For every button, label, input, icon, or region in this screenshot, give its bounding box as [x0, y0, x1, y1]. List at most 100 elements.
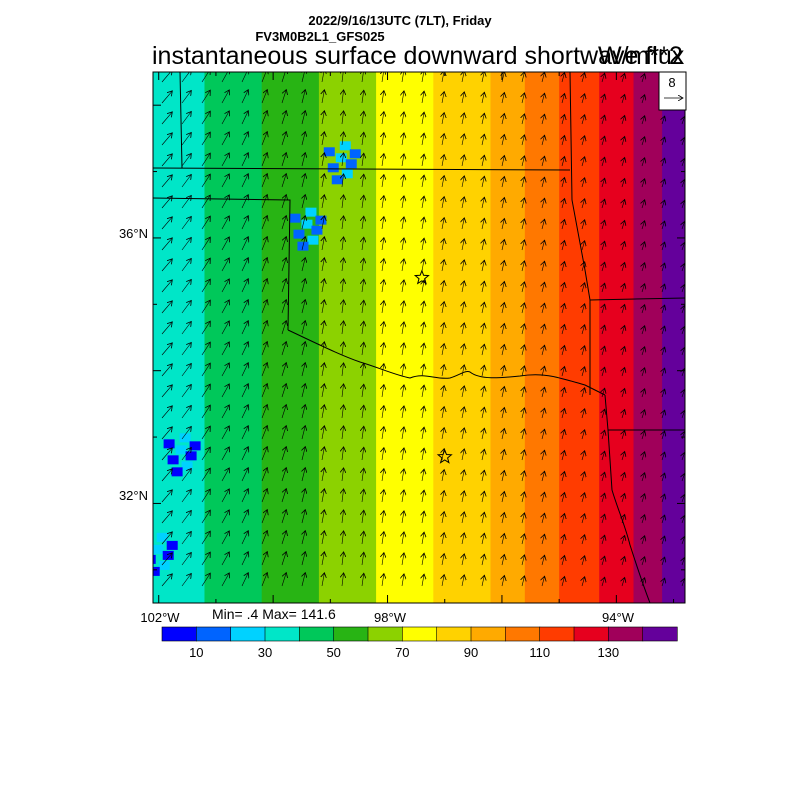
cluster-1-cell-1	[162, 550, 174, 560]
wind-vector-536	[582, 304, 585, 314]
wind-vector-286	[382, 301, 384, 314]
state-boundaries	[153, 72, 685, 603]
wind-vector-601	[642, 95, 645, 104]
wind-vector-627	[662, 116, 665, 125]
wind-vector-307	[402, 217, 404, 230]
field-band-8	[559, 72, 600, 603]
wind-vector-495	[542, 492, 545, 503]
wind-vector-472	[522, 534, 525, 545]
wind-vector-342	[422, 427, 424, 440]
cluster-1-cell-5	[141, 539, 152, 548]
wind-vector-241	[342, 405, 344, 419]
wind-vector-83	[221, 237, 229, 251]
wind-vector-584	[622, 263, 625, 272]
colorbar-tick-label: 130	[597, 645, 619, 660]
colorbar-swatch	[573, 626, 609, 642]
wind-vector-385	[462, 281, 464, 293]
wind-vector-442	[502, 429, 504, 440]
wind-vector-653	[682, 137, 685, 146]
wind-vector-344	[422, 469, 424, 482]
colorbar-swatch	[196, 626, 232, 642]
wind-vector-315	[402, 385, 404, 398]
wind-vector-113	[241, 342, 248, 356]
wind-vector-298	[382, 553, 384, 566]
wind-vector-477	[542, 114, 545, 125]
station-markers	[413, 269, 453, 464]
wind-vector-57	[201, 216, 210, 230]
wind-vector-347	[422, 532, 424, 545]
wind-vector-551	[602, 94, 605, 104]
wind-vector-389	[462, 365, 464, 377]
wind-vector-296	[382, 511, 384, 524]
wind-vector-514	[562, 367, 565, 377]
wind-vector-575	[622, 74, 625, 83]
wind-vector-605	[642, 179, 645, 188]
wind-vector-471	[522, 513, 525, 524]
wind-vector-558	[602, 241, 605, 251]
wind-vector-156	[281, 195, 286, 209]
wind-vector-513	[562, 346, 565, 356]
wind-vector-594	[622, 473, 625, 482]
wind-vector-0	[161, 72, 172, 83]
wind-vector-535	[582, 283, 585, 293]
wind-vector-524	[562, 577, 565, 587]
wind-vector-451	[522, 93, 525, 104]
wind-vector-553	[602, 136, 605, 146]
wind-vector-5	[161, 175, 172, 188]
wind-vector-317	[402, 427, 404, 440]
wind-vector-345	[422, 490, 424, 503]
wind-vector-637	[662, 326, 665, 335]
wind-vector-604	[642, 158, 645, 167]
wind-vector-465	[522, 387, 525, 398]
wind-vector-419	[482, 470, 484, 482]
wind-vector-582	[622, 221, 625, 230]
wind-vector-422	[482, 533, 484, 545]
wind-vector-293	[382, 448, 384, 461]
wind-vector-166	[281, 405, 286, 419]
wind-vector-660	[682, 284, 685, 293]
wind-vector-37	[181, 322, 191, 335]
model-name-title: FV3M0B2L1_GFS025	[255, 29, 385, 44]
wind-vector-173	[281, 552, 286, 566]
wind-vector-372	[442, 533, 444, 545]
wind-vector-126	[261, 90, 267, 104]
wind-vector-253	[362, 132, 364, 146]
wind-vector-509	[562, 262, 565, 272]
wind-vector-306	[402, 196, 404, 209]
wind-vector-227	[342, 111, 344, 125]
wind-vector-105	[241, 174, 248, 188]
wind-vector-208	[322, 237, 324, 251]
wind-vector-527	[582, 115, 585, 125]
wind-vector-269	[362, 468, 364, 482]
wind-vector-279	[382, 154, 384, 167]
wind-vector-223	[322, 552, 324, 566]
wind-vector-388	[462, 344, 464, 356]
cluster-1-cell-6	[158, 560, 170, 570]
wind-vector-599	[622, 578, 625, 587]
wind-vector-508	[562, 241, 565, 251]
wind-vector-636	[662, 305, 665, 314]
wind-vector-272	[362, 531, 364, 545]
wind-vector-466	[522, 408, 525, 419]
flux-field	[153, 72, 685, 603]
wind-vector-160	[281, 279, 286, 293]
wind-vector-303	[402, 133, 404, 146]
wind-vector-614	[642, 368, 645, 377]
wind-vector-646	[662, 515, 665, 524]
wind-vector-417	[482, 428, 484, 440]
wind-vector-198	[302, 552, 305, 566]
wind-vector-313	[402, 343, 404, 356]
wind-vector-336	[422, 301, 424, 314]
wind-vector-177	[302, 111, 305, 125]
wind-vector-214	[322, 363, 324, 377]
wind-vector-533	[582, 241, 585, 251]
cluster-1-cell-3	[156, 532, 168, 542]
wind-vector-51	[201, 90, 210, 104]
wind-vector-276	[382, 91, 384, 104]
cluster-1-cell-2	[153, 554, 156, 564]
wind-vector-462	[522, 324, 525, 335]
wind-vector-137	[261, 321, 267, 335]
lat-label-36: 36°N	[119, 226, 148, 241]
wind-vector-364	[442, 365, 444, 377]
wind-vector-180	[302, 174, 305, 188]
